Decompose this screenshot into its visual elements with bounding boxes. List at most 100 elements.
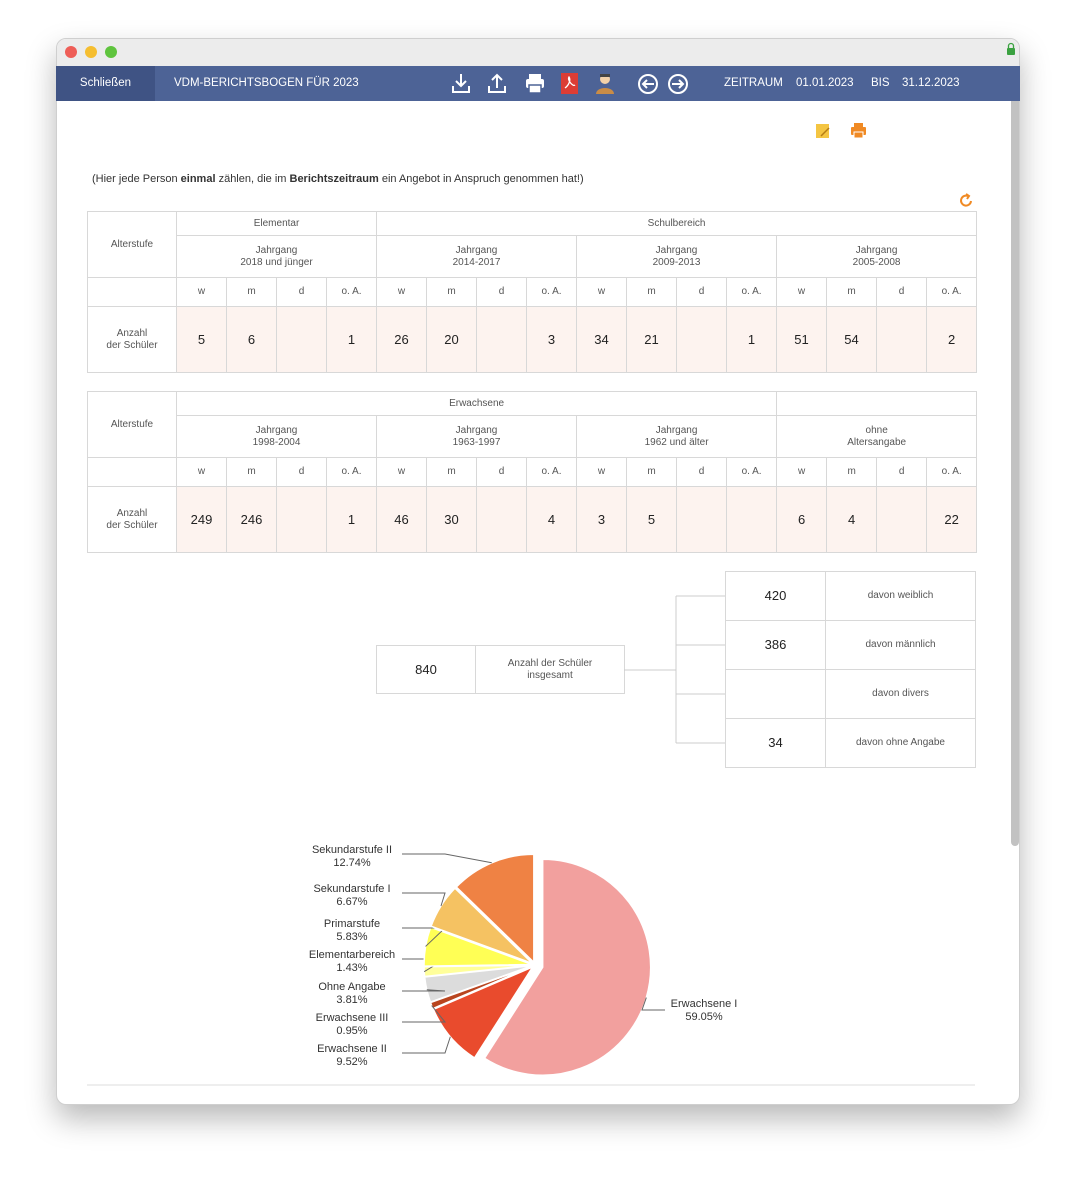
cohort-header: Jahrgang 2005-2008 bbox=[776, 235, 978, 278]
cohort-line: ohne bbox=[865, 424, 888, 436]
data-label-line: Anzahl bbox=[116, 327, 148, 339]
cohort-header: Jahrgang 1963-1997 bbox=[376, 415, 577, 458]
report-title: VDM-BERICHTSBOGEN FÜR 2023 bbox=[174, 77, 359, 89]
cohort-line: 2014-2017 bbox=[452, 256, 501, 268]
note-text: (Hier jede Person bbox=[92, 173, 181, 185]
toolbar-icons bbox=[452, 73, 688, 94]
summary-connectors bbox=[624, 595, 725, 744]
cohort-line: Jahrgang bbox=[455, 244, 498, 256]
period-label: ZEITRAUM bbox=[724, 77, 783, 89]
value-cell: 54 bbox=[826, 306, 878, 373]
slice-label: Elementarbereich bbox=[309, 949, 395, 961]
value-cell: 4 bbox=[826, 486, 878, 553]
leader-line bbox=[402, 989, 446, 992]
content-icons bbox=[816, 123, 972, 207]
value-cell: 22 bbox=[926, 486, 978, 553]
back-icon[interactable] bbox=[638, 74, 658, 94]
slice-value-label: 5.83% bbox=[336, 931, 367, 943]
slice-value-label: 9.52% bbox=[336, 1056, 367, 1068]
cohort-header: Jahrgang 2018 und jünger bbox=[175, 235, 378, 278]
slice-value-label: 12.74% bbox=[333, 857, 371, 869]
refresh-icon[interactable] bbox=[960, 193, 972, 207]
cohort-header: Jahrgang 2009-2013 bbox=[576, 235, 778, 278]
group-row: Alterstufe Erwachsene bbox=[87, 391, 978, 458]
cohort-line: 2009-2013 bbox=[652, 256, 701, 268]
value-cell: 6 bbox=[776, 486, 828, 553]
sub-header: d bbox=[876, 457, 928, 487]
scrollbar[interactable] bbox=[1011, 81, 1019, 846]
value-cell: 26 bbox=[376, 306, 428, 373]
cohort-row: Jahrgang 1998-2004 Jahrgang 1963-1997 Jahrga… bbox=[88, 415, 978, 458]
data-row: Anzahl der Schüler 249 246 1 46 30 4 3 5 6 4 22 bbox=[87, 486, 978, 553]
group-header: Schulbereich bbox=[376, 211, 978, 236]
user-icon[interactable] bbox=[596, 74, 614, 94]
cohort-line: Altersangabe bbox=[847, 436, 907, 448]
slice-value-label: 3.81% bbox=[336, 994, 367, 1006]
slice-value-label: 0.95% bbox=[336, 1025, 367, 1037]
cohort-line: 1998-2004 bbox=[252, 436, 301, 448]
group-row: Alterstufe Elementar Schulbereich bbox=[87, 211, 978, 278]
sub-header: w bbox=[376, 457, 427, 487]
sub-header: m bbox=[226, 277, 277, 307]
zoom-dot[interactable] bbox=[105, 46, 117, 58]
sub-header: d bbox=[276, 457, 327, 487]
lock-shackle bbox=[1007, 42, 1015, 48]
slice-label: Erwachsene I bbox=[671, 998, 738, 1010]
close-dot[interactable] bbox=[65, 46, 77, 58]
sub-row: w m d o. A. w m d o. A. w m d o. A. w m d o. A. bbox=[87, 277, 978, 307]
minimize-dot[interactable] bbox=[85, 46, 97, 58]
sub-header: w bbox=[176, 277, 227, 307]
value-cell: 46 bbox=[376, 486, 427, 553]
value-cell bbox=[676, 306, 728, 373]
pie-slice bbox=[455, 853, 535, 965]
close-button[interactable]: Schließen bbox=[56, 66, 155, 101]
breakdown-label: davon ohne Angabe bbox=[825, 718, 976, 768]
value-cell bbox=[725, 486, 778, 553]
data-label-line: der Schüler bbox=[106, 519, 158, 531]
leader-line bbox=[402, 892, 446, 907]
value-cell bbox=[476, 486, 527, 553]
note-icon[interactable] bbox=[816, 124, 830, 138]
upload-icon[interactable] bbox=[488, 73, 506, 93]
print-icon[interactable] bbox=[526, 74, 544, 94]
cohort-line: Jahrgang bbox=[255, 244, 298, 256]
table-adults: Alterstufe Erwachsene Jahrgang 1998-2004 Jah… bbox=[87, 391, 978, 553]
value-cell: 3 bbox=[526, 306, 578, 373]
pdf-icon[interactable] bbox=[561, 73, 578, 94]
period-to: 31.12.2023 bbox=[902, 77, 960, 89]
sub-header: o. A. bbox=[325, 277, 378, 307]
sub-header: o. A. bbox=[926, 457, 978, 487]
value-cell: 2 bbox=[926, 306, 978, 373]
sub-header: w bbox=[176, 457, 227, 487]
forward-icon[interactable] bbox=[668, 74, 688, 94]
slice-label: Erwachsene II bbox=[317, 1043, 387, 1055]
slice-label: Erwachsene III bbox=[316, 1012, 389, 1024]
value-cell: 4 bbox=[526, 486, 577, 553]
value-cell: 51 bbox=[776, 306, 828, 373]
data-label: Anzahl der Schüler bbox=[87, 306, 177, 373]
value-cell bbox=[476, 306, 528, 373]
value-cell: 21 bbox=[626, 306, 678, 373]
sub-header: d bbox=[276, 277, 327, 307]
sub-header: o. A. bbox=[526, 277, 578, 307]
print-small-icon[interactable] bbox=[851, 123, 866, 139]
cohort-header: Jahrgang 1998-2004 bbox=[176, 415, 377, 458]
window-controls bbox=[65, 42, 1015, 58]
cohort-line: Jahrgang bbox=[455, 424, 498, 436]
cohort-line: 1962 und älter bbox=[644, 436, 709, 448]
value-cell bbox=[276, 306, 327, 373]
value-cell: 30 bbox=[426, 486, 477, 553]
download-icon[interactable] bbox=[452, 74, 470, 93]
row-label: Alterstufe bbox=[87, 211, 177, 278]
leader-line bbox=[402, 853, 492, 864]
cohort-header: Jahrgang 1962 und älter bbox=[575, 415, 778, 458]
value-cell: 3 bbox=[576, 486, 627, 553]
slice-value-label: 6.67% bbox=[336, 896, 367, 908]
slice-label: Sekundarstufe I bbox=[313, 883, 390, 895]
cohort-header: Jahrgang 2014-2017 bbox=[376, 235, 578, 278]
sub-header: m bbox=[826, 277, 878, 307]
cohort-line: Jahrgang bbox=[255, 424, 298, 436]
instruction-note: (Hier jede Person einmal zählen, die im … bbox=[92, 173, 584, 185]
slice-label: Ohne Angabe bbox=[318, 981, 385, 993]
